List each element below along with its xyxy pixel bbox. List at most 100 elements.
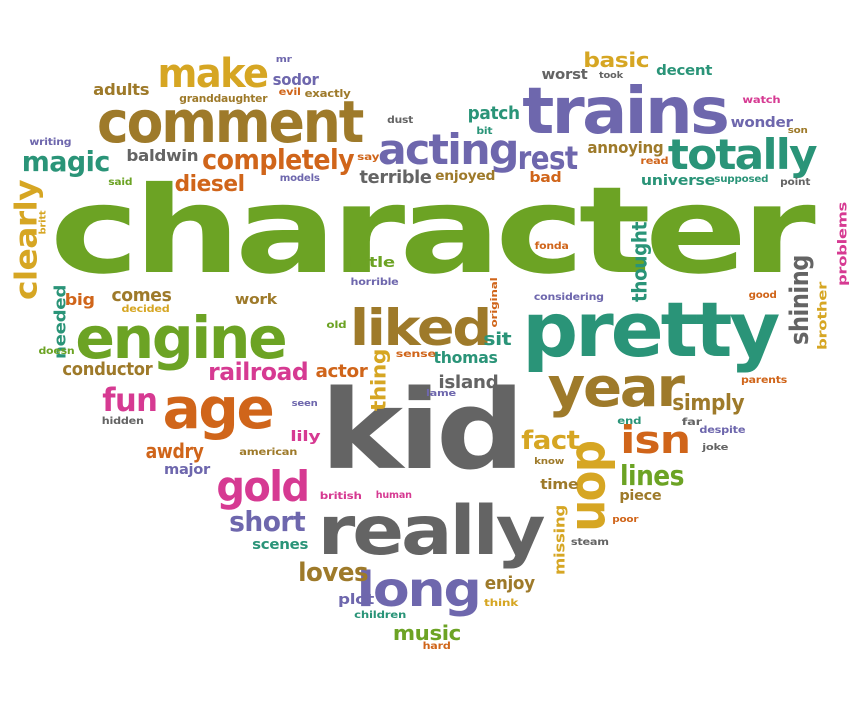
word-despite: despite: [699, 425, 745, 436]
word-comes: comes: [110, 285, 172, 306]
word-sense: sense: [396, 349, 436, 360]
word-know: know: [533, 456, 564, 467]
word-actor: actor: [315, 361, 367, 382]
word-hidden: hidden: [101, 416, 144, 427]
word-loves: loves: [297, 558, 368, 588]
word-said: said: [107, 177, 133, 188]
word-wonder: wonder: [730, 115, 794, 131]
word-bad: bad: [528, 170, 562, 186]
word-bit: bit: [476, 126, 492, 137]
word-far: far: [681, 417, 703, 428]
word-shining: shining: [785, 254, 815, 346]
word-kid: kid: [319, 366, 525, 494]
word-thought: thought: [628, 221, 652, 303]
word-terrible: terrible: [359, 167, 433, 188]
word-fonda: fonda: [535, 241, 569, 252]
word-sit: sit: [482, 329, 511, 350]
word-annoying: annoying: [586, 138, 664, 157]
word-conductor: conductor: [61, 359, 153, 380]
word-sodor: sodor: [272, 70, 319, 89]
word-time: time: [540, 477, 578, 493]
word-major: major: [164, 462, 210, 478]
word-acting: acting: [378, 125, 520, 174]
word-watch: watch: [741, 95, 780, 106]
word-enjoy: enjoy: [484, 573, 536, 594]
word-plot: plot: [337, 592, 374, 608]
word-joke: joke: [702, 442, 728, 453]
word-poor: poor: [611, 514, 639, 525]
word-engine: engine: [74, 304, 287, 372]
word-baldwin: baldwin: [126, 146, 198, 165]
word-american: american: [238, 447, 297, 458]
word-enjoyed: enjoyed: [434, 168, 496, 184]
word-worst: worst: [542, 67, 588, 83]
word-diesel: diesel: [174, 172, 245, 197]
word-character: character: [50, 162, 816, 301]
word-rest: rest: [518, 139, 579, 177]
word-missing: missing: [551, 504, 568, 576]
word-fun: fun: [102, 381, 158, 419]
word-awdry: awdry: [145, 439, 204, 463]
word-son: son: [787, 125, 808, 136]
word-isn: isn: [619, 418, 691, 462]
word-make: make: [157, 51, 269, 97]
word-magic: magic: [21, 145, 111, 178]
word-say: say: [357, 152, 379, 163]
word-music: music: [393, 621, 461, 645]
word-models: models: [279, 173, 320, 184]
word-patch: patch: [467, 103, 520, 124]
word-lines: lines: [619, 459, 685, 492]
word-work: work: [235, 292, 277, 308]
word-clearly: clearly: [10, 179, 45, 301]
word-supposed: supposed: [714, 174, 768, 185]
word-thomas: thomas: [433, 348, 498, 367]
word-seen: seen: [291, 398, 318, 409]
word-island: island: [438, 372, 498, 393]
word-piece: piece: [619, 488, 661, 504]
word-adults: adults: [92, 80, 150, 99]
word-read: read: [639, 156, 668, 167]
word-human: human: [376, 490, 412, 501]
word-age: age: [162, 377, 275, 442]
word-brother: brother: [815, 281, 830, 351]
word-parents: parents: [740, 375, 787, 386]
word-old: old: [325, 320, 346, 331]
word-took: took: [599, 70, 623, 81]
word-original: original: [490, 277, 501, 327]
word-writing: writing: [28, 137, 72, 148]
word-horrible: horrible: [350, 277, 400, 288]
word-mr: mr: [275, 54, 293, 65]
word-gold: gold: [215, 462, 310, 511]
word-lame: lame: [425, 388, 456, 399]
word-thing: thing: [367, 348, 391, 412]
word-think: think: [483, 598, 518, 609]
word-problems: problems: [835, 201, 850, 287]
word-british: british: [320, 491, 362, 502]
word-simply: simply: [672, 391, 744, 416]
word-dust: dust: [386, 115, 414, 126]
word-year: year: [547, 356, 685, 419]
word-totally: totally: [667, 130, 818, 179]
word-trains: trains: [522, 75, 731, 149]
word-hard: hard: [422, 641, 451, 652]
word-basic: basic: [583, 48, 649, 72]
word-long: long: [356, 562, 482, 618]
word-liked: liked: [349, 299, 492, 357]
word-children: children: [353, 610, 406, 621]
word-lily: lily: [289, 429, 321, 445]
word-fact: fact: [520, 426, 580, 456]
word-end: end: [616, 416, 642, 427]
word-scenes: scenes: [251, 537, 309, 553]
word-considering: considering: [534, 292, 604, 303]
word-universe: universe: [640, 173, 716, 189]
word-comment: comment: [97, 88, 364, 156]
word-really: really: [317, 492, 545, 571]
word-decided: decided: [121, 304, 169, 315]
word-railroad: railroad: [208, 358, 308, 386]
word-steam: steam: [571, 537, 609, 548]
word-point: point: [779, 177, 810, 188]
word-evil: evil: [278, 87, 301, 98]
word-short: short: [229, 505, 306, 538]
word-decent: decent: [655, 63, 712, 79]
